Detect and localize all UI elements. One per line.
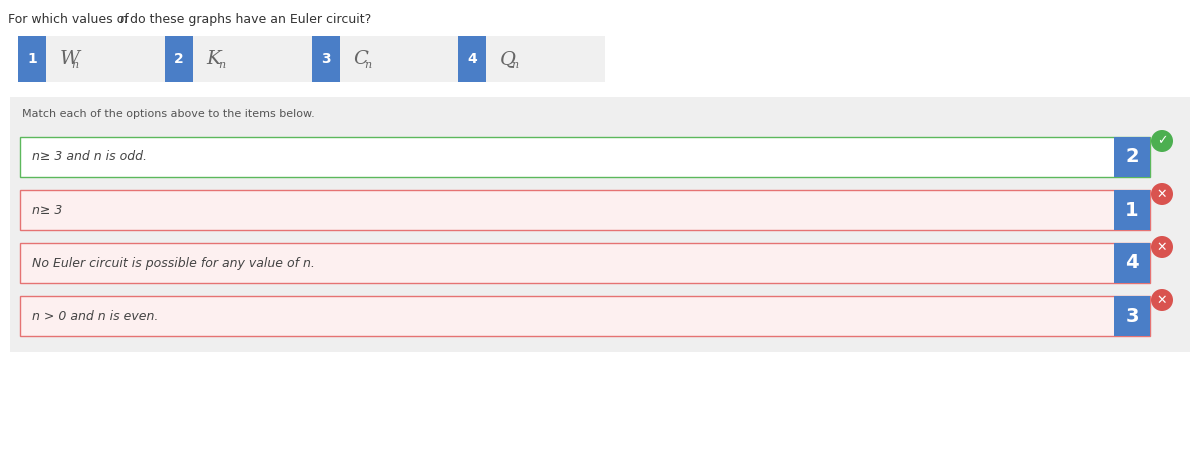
Text: 1: 1 (1126, 201, 1139, 219)
FancyBboxPatch shape (458, 36, 486, 82)
Text: For which values of: For which values of (8, 13, 133, 26)
FancyBboxPatch shape (20, 296, 1150, 336)
Text: K: K (206, 50, 221, 68)
Text: n: n (511, 60, 518, 70)
Text: n: n (217, 60, 224, 70)
FancyBboxPatch shape (1114, 190, 1150, 230)
Text: n≥ 3: n≥ 3 (32, 203, 62, 217)
FancyBboxPatch shape (20, 137, 1150, 177)
Text: n: n (71, 60, 78, 70)
FancyBboxPatch shape (18, 36, 46, 82)
Text: No Euler circuit is possible for any value of n.: No Euler circuit is possible for any val… (32, 257, 314, 269)
FancyBboxPatch shape (20, 190, 1150, 230)
Text: C: C (354, 50, 368, 68)
Text: ✕: ✕ (1157, 187, 1168, 201)
Text: 4: 4 (467, 52, 478, 66)
Circle shape (1151, 236, 1174, 258)
Text: 1: 1 (28, 52, 37, 66)
Text: 4: 4 (1126, 253, 1139, 273)
FancyBboxPatch shape (1114, 243, 1150, 283)
Text: 3: 3 (320, 52, 330, 66)
Circle shape (1151, 130, 1174, 152)
Text: ✕: ✕ (1157, 293, 1168, 307)
Text: 2: 2 (1126, 147, 1139, 167)
FancyBboxPatch shape (20, 243, 1150, 283)
Text: 2: 2 (174, 52, 184, 66)
Text: Match each of the options above to the items below.: Match each of the options above to the i… (22, 109, 314, 119)
FancyBboxPatch shape (312, 36, 340, 82)
FancyBboxPatch shape (1114, 296, 1150, 336)
Text: do these graphs have an Euler circuit?: do these graphs have an Euler circuit? (126, 13, 371, 26)
FancyBboxPatch shape (10, 97, 1190, 352)
FancyBboxPatch shape (164, 36, 193, 82)
Circle shape (1151, 183, 1174, 205)
Text: n: n (120, 13, 128, 26)
Text: ✕: ✕ (1157, 241, 1168, 253)
FancyBboxPatch shape (1114, 137, 1150, 177)
Text: ✓: ✓ (1157, 134, 1168, 147)
Text: n: n (365, 60, 372, 70)
Text: 3: 3 (1126, 307, 1139, 325)
Text: n > 0 and n is even.: n > 0 and n is even. (32, 309, 158, 323)
Text: W: W (60, 50, 80, 68)
Text: n≥ 3 and n is odd.: n≥ 3 and n is odd. (32, 151, 148, 163)
Text: Q: Q (500, 50, 516, 68)
Circle shape (1151, 289, 1174, 311)
FancyBboxPatch shape (18, 36, 605, 82)
